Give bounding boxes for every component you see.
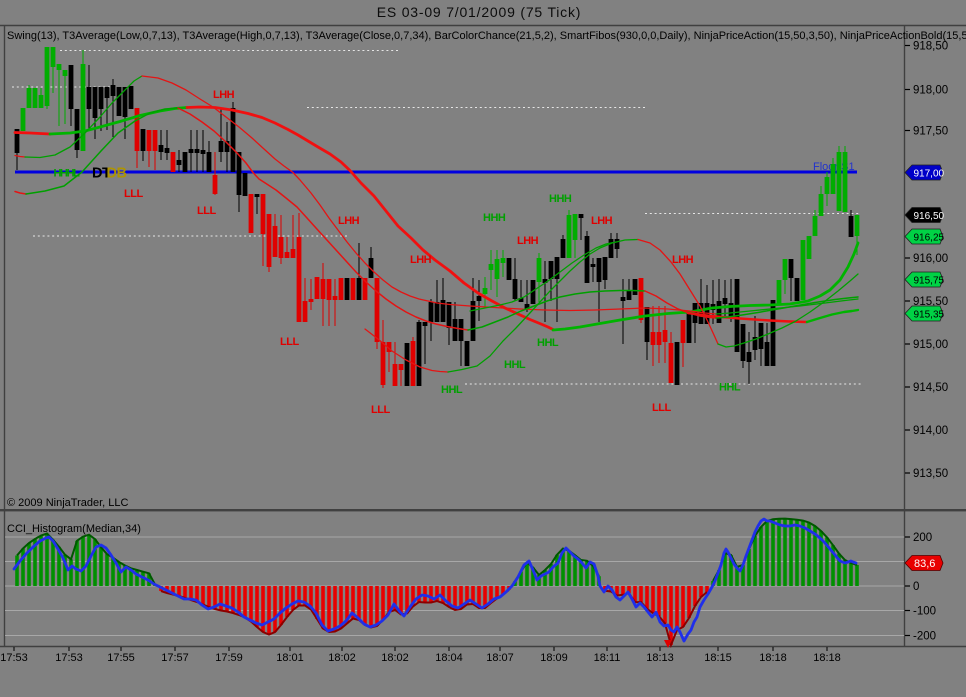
svg-text:18:18: 18:18 [813, 652, 841, 664]
svg-text:915,00: 915,00 [913, 339, 948, 351]
svg-text:915,35: 915,35 [914, 309, 945, 320]
svg-text:LHH: LHH [672, 254, 694, 266]
svg-text:915,50: 915,50 [913, 296, 948, 308]
svg-text:18:13: 18:13 [646, 652, 674, 664]
svg-text:HHH: HHH [549, 193, 572, 205]
svg-text:18:02: 18:02 [381, 652, 409, 664]
svg-text:LHH: LHH [410, 254, 432, 266]
svg-text:916,50: 916,50 [914, 211, 945, 222]
svg-text:917,50: 917,50 [913, 126, 948, 138]
svg-text:916,00: 916,00 [913, 253, 948, 265]
svg-text:913,50: 913,50 [913, 468, 948, 480]
svg-text:914,50: 914,50 [913, 382, 948, 394]
svg-text:DB: DB [107, 166, 127, 182]
svg-text:LLL: LLL [124, 188, 143, 200]
svg-text:916,25: 916,25 [914, 232, 945, 243]
svg-text:Swing(13), T3Average(Low,0,7,1: Swing(13), T3Average(Low,0,7,13), T3Aver… [7, 30, 966, 42]
svg-text:-200: -200 [913, 631, 936, 643]
svg-text:© 2009 NinjaTrader, LLC: © 2009 NinjaTrader, LLC [7, 497, 128, 509]
svg-text:915,75: 915,75 [914, 275, 945, 286]
svg-text:-100: -100 [913, 606, 936, 618]
svg-text:HHL: HHL [504, 359, 526, 371]
svg-text:LLL: LLL [371, 404, 390, 416]
svg-text:CCI_Histogram(Median,34): CCI_Histogram(Median,34) [7, 523, 141, 535]
svg-text:LHH: LHH [213, 89, 235, 101]
svg-text:18:15: 18:15 [704, 652, 732, 664]
svg-text:LLL: LLL [652, 402, 671, 414]
svg-text:HHL: HHL [537, 337, 559, 349]
svg-text:DT: DT [92, 166, 111, 182]
svg-text:17:57: 17:57 [161, 652, 189, 664]
svg-text:200: 200 [913, 532, 932, 544]
svg-text:18:01: 18:01 [276, 652, 304, 664]
svg-text:17:53: 17:53 [55, 652, 83, 664]
svg-text:914,00: 914,00 [913, 425, 948, 437]
svg-text:17:59: 17:59 [215, 652, 243, 664]
svg-text:917,00: 917,00 [914, 168, 945, 179]
svg-text:HHH: HHH [483, 212, 506, 224]
svg-text:HHL: HHL [719, 382, 741, 394]
svg-text:918,50: 918,50 [913, 41, 948, 53]
svg-text:18:09: 18:09 [540, 652, 568, 664]
svg-text:LHH: LHH [338, 215, 360, 227]
svg-text:0: 0 [913, 581, 919, 593]
svg-text:18:18: 18:18 [759, 652, 787, 664]
svg-text:83,6: 83,6 [914, 558, 935, 570]
svg-text:918,00: 918,00 [913, 85, 948, 97]
svg-text:HHL: HHL [441, 384, 463, 396]
svg-text:18:07: 18:07 [486, 652, 514, 664]
svg-text:ES 03-09 7/01/2009 (75 Tick): ES 03-09 7/01/2009 (75 Tick) [377, 4, 582, 20]
svg-text:17:53: 17:53 [0, 652, 28, 664]
svg-text:LLL: LLL [280, 336, 299, 348]
svg-text:LLL: LLL [197, 205, 216, 217]
svg-text:18:11: 18:11 [594, 652, 621, 664]
svg-text:18:02: 18:02 [328, 652, 356, 664]
svg-text:18:04: 18:04 [435, 652, 463, 664]
svg-text:17:55: 17:55 [107, 652, 135, 664]
svg-text:LHH: LHH [517, 235, 539, 247]
svg-text:HHHL: HHHL [54, 168, 81, 180]
svg-text:LHH: LHH [591, 215, 613, 227]
